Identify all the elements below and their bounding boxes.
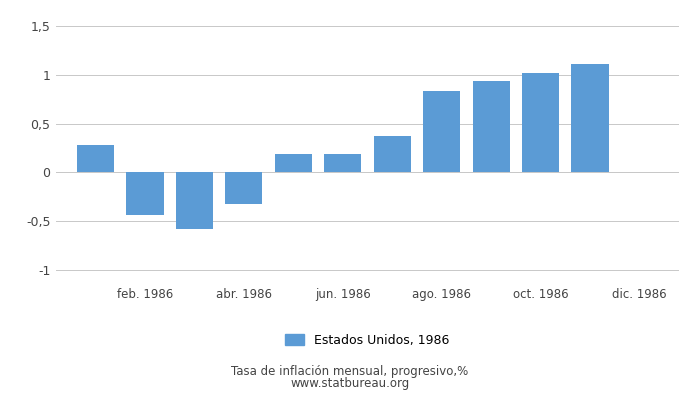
Text: Tasa de inflación mensual, progresivo,%: Tasa de inflación mensual, progresivo,% [232,366,468,378]
Bar [176,172,213,229]
Bar [423,91,460,172]
Bar [571,64,608,172]
Bar [77,145,114,172]
Bar [225,172,262,204]
Bar [127,172,164,216]
Bar [324,154,361,172]
Legend: Estados Unidos, 1986: Estados Unidos, 1986 [286,334,449,347]
Text: www.statbureau.org: www.statbureau.org [290,378,410,390]
Bar [275,154,312,172]
Bar [374,136,411,172]
Bar [473,80,510,172]
Bar [522,73,559,172]
